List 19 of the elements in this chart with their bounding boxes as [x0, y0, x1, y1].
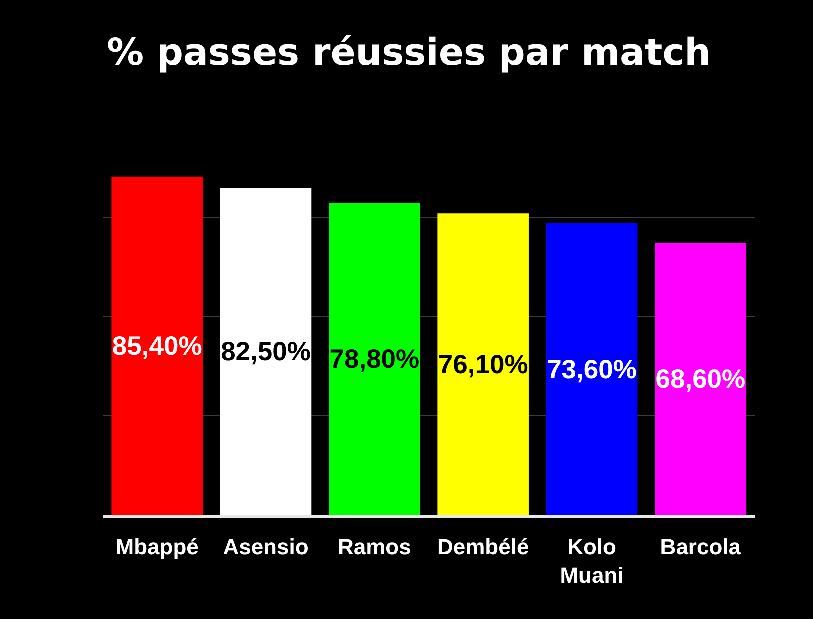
- bar: [329, 202, 420, 515]
- x-tick-label: Mbappé: [116, 534, 199, 560]
- bar: [655, 243, 746, 515]
- bar: [546, 224, 638, 515]
- x-tick-label: Dembélé: [437, 534, 530, 560]
- x-tick-label: Ramos: [338, 534, 412, 560]
- x-tick-label: Kolo Muani: [560, 534, 624, 588]
- data-label: 68,60%: [656, 364, 746, 394]
- x-tick-label: Asensio: [223, 534, 309, 560]
- data-label: 76,10%: [438, 349, 528, 380]
- data-label: 82,50%: [221, 336, 311, 367]
- data-label: 73,60%: [547, 354, 637, 384]
- bar: [220, 188, 312, 515]
- data-label: 85,40%: [112, 330, 202, 361]
- chart-title: % passes réussies par match: [107, 30, 711, 74]
- x-tick-label: Barcola: [660, 534, 742, 560]
- bar: [112, 176, 203, 515]
- bar: [438, 214, 529, 515]
- data-label: 78,80%: [330, 344, 420, 374]
